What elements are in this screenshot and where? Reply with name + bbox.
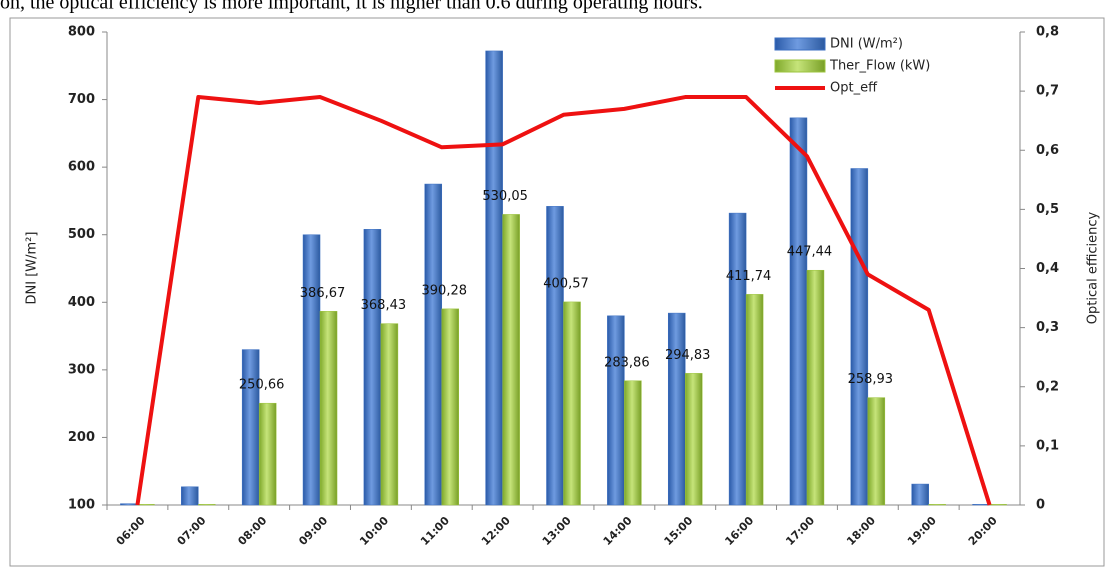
x-tick-label: 20:00 xyxy=(966,514,1000,548)
value-label: 411,74 xyxy=(726,269,772,284)
bar xyxy=(624,380,642,506)
y-tick-label: 500 xyxy=(68,227,95,242)
x-tick-label: 19:00 xyxy=(905,514,939,548)
bar xyxy=(850,168,869,506)
chart-frame xyxy=(9,17,1105,567)
x-tick-label: 09:00 xyxy=(296,514,330,548)
bar xyxy=(928,504,946,506)
y2-tick-label: 0,6 xyxy=(1036,143,1059,158)
value-label: 386,67 xyxy=(300,286,346,301)
y-axis-title: DNI [W/m²] xyxy=(25,232,40,305)
bar xyxy=(684,373,703,506)
legend-swatch xyxy=(774,37,826,51)
y2-tick-label: 0,4 xyxy=(1036,261,1059,276)
legend-label: DNI (W/m²) xyxy=(830,37,903,52)
value-label: 390,28 xyxy=(422,283,468,298)
bar xyxy=(441,308,460,506)
bar xyxy=(502,214,520,506)
y-tick-label: 600 xyxy=(68,160,95,175)
bar xyxy=(120,503,138,506)
bar xyxy=(241,349,260,506)
bar xyxy=(380,323,399,506)
caption: on, the optical efficiency is more impor… xyxy=(0,0,703,14)
x-tick-label: 14:00 xyxy=(601,514,635,548)
x-tick-label: 15:00 xyxy=(662,514,696,548)
x-tick-label: 06:00 xyxy=(114,514,148,548)
bar xyxy=(258,402,277,506)
bar xyxy=(728,212,747,506)
bar xyxy=(563,301,581,506)
bar xyxy=(667,312,686,506)
y2-tick-label: 0,8 xyxy=(1036,25,1059,40)
y-tick-label: 100 xyxy=(68,498,95,513)
y2-tick-label: 0,2 xyxy=(1036,379,1059,394)
value-label: 250,66 xyxy=(239,378,285,393)
line xyxy=(135,95,992,506)
bar xyxy=(302,234,321,506)
bar xyxy=(198,504,216,506)
y-tick-label: 800 xyxy=(68,25,95,40)
bar xyxy=(607,315,625,506)
bar xyxy=(789,117,808,506)
y2-tick-label: 0,7 xyxy=(1036,84,1059,99)
bar xyxy=(745,294,764,506)
bar xyxy=(181,486,199,506)
legend-label: Ther_Flow (kW) xyxy=(829,59,930,74)
bar xyxy=(485,50,503,506)
bar xyxy=(989,504,1007,506)
bar xyxy=(137,504,155,506)
x-tick-label: 08:00 xyxy=(235,514,269,548)
value-label: 447,44 xyxy=(787,245,833,260)
bar xyxy=(867,397,886,506)
x-tick-label: 18:00 xyxy=(844,514,878,548)
y2-tick-label: 0 xyxy=(1036,498,1045,513)
bar xyxy=(546,206,564,506)
y2-tick-label: 0,1 xyxy=(1036,438,1059,453)
bar xyxy=(424,183,443,506)
y2-tick-label: 0,3 xyxy=(1036,320,1059,335)
bar xyxy=(972,504,990,506)
bar xyxy=(911,483,929,506)
value-label: 283,86 xyxy=(604,355,650,370)
x-tick-label: 16:00 xyxy=(722,514,756,548)
bar xyxy=(806,269,825,506)
y-tick-label: 700 xyxy=(68,92,95,107)
x-tick-label: 10:00 xyxy=(357,514,391,548)
value-label: 400,57 xyxy=(543,276,589,291)
bar xyxy=(363,229,382,506)
y-tick-label: 300 xyxy=(68,362,95,377)
y-tick-label: 400 xyxy=(68,295,95,310)
y-tick-label: 200 xyxy=(68,430,95,445)
bar xyxy=(319,311,338,506)
legend-label: Opt_eff xyxy=(830,81,878,96)
value-label: 294,83 xyxy=(665,348,711,363)
x-tick-label: 17:00 xyxy=(783,514,817,548)
y2-axis-title: Optical efficiency xyxy=(1086,211,1101,324)
x-tick-label: 11:00 xyxy=(418,514,452,548)
value-label: 368,43 xyxy=(361,298,407,313)
x-tick-label: 13:00 xyxy=(540,514,574,548)
legend-swatch xyxy=(774,59,826,73)
value-label: 530,05 xyxy=(482,189,528,204)
x-tick-label: 12:00 xyxy=(479,514,513,548)
value-label: 258,93 xyxy=(848,372,894,387)
x-tick-label: 07:00 xyxy=(175,514,209,548)
y2-tick-label: 0,5 xyxy=(1036,202,1059,217)
